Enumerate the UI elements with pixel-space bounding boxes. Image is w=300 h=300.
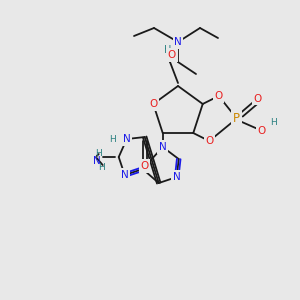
Text: N: N (123, 134, 130, 144)
Text: O: O (254, 94, 262, 103)
Text: H: H (270, 118, 277, 127)
Text: O: O (258, 125, 266, 136)
Text: O: O (168, 50, 176, 60)
Text: O: O (214, 91, 223, 101)
Text: O: O (205, 136, 213, 146)
Text: N: N (174, 37, 182, 47)
Text: P: P (233, 112, 240, 125)
Text: O: O (141, 161, 149, 171)
Text: N: N (159, 142, 167, 152)
Text: O: O (149, 99, 158, 109)
Text: N: N (121, 170, 129, 180)
Text: N: N (173, 172, 181, 182)
Text: H: H (109, 134, 116, 143)
Text: N: N (93, 156, 101, 166)
Text: H: H (95, 148, 102, 158)
Text: H: H (98, 163, 105, 172)
Text: H: H (164, 45, 172, 55)
